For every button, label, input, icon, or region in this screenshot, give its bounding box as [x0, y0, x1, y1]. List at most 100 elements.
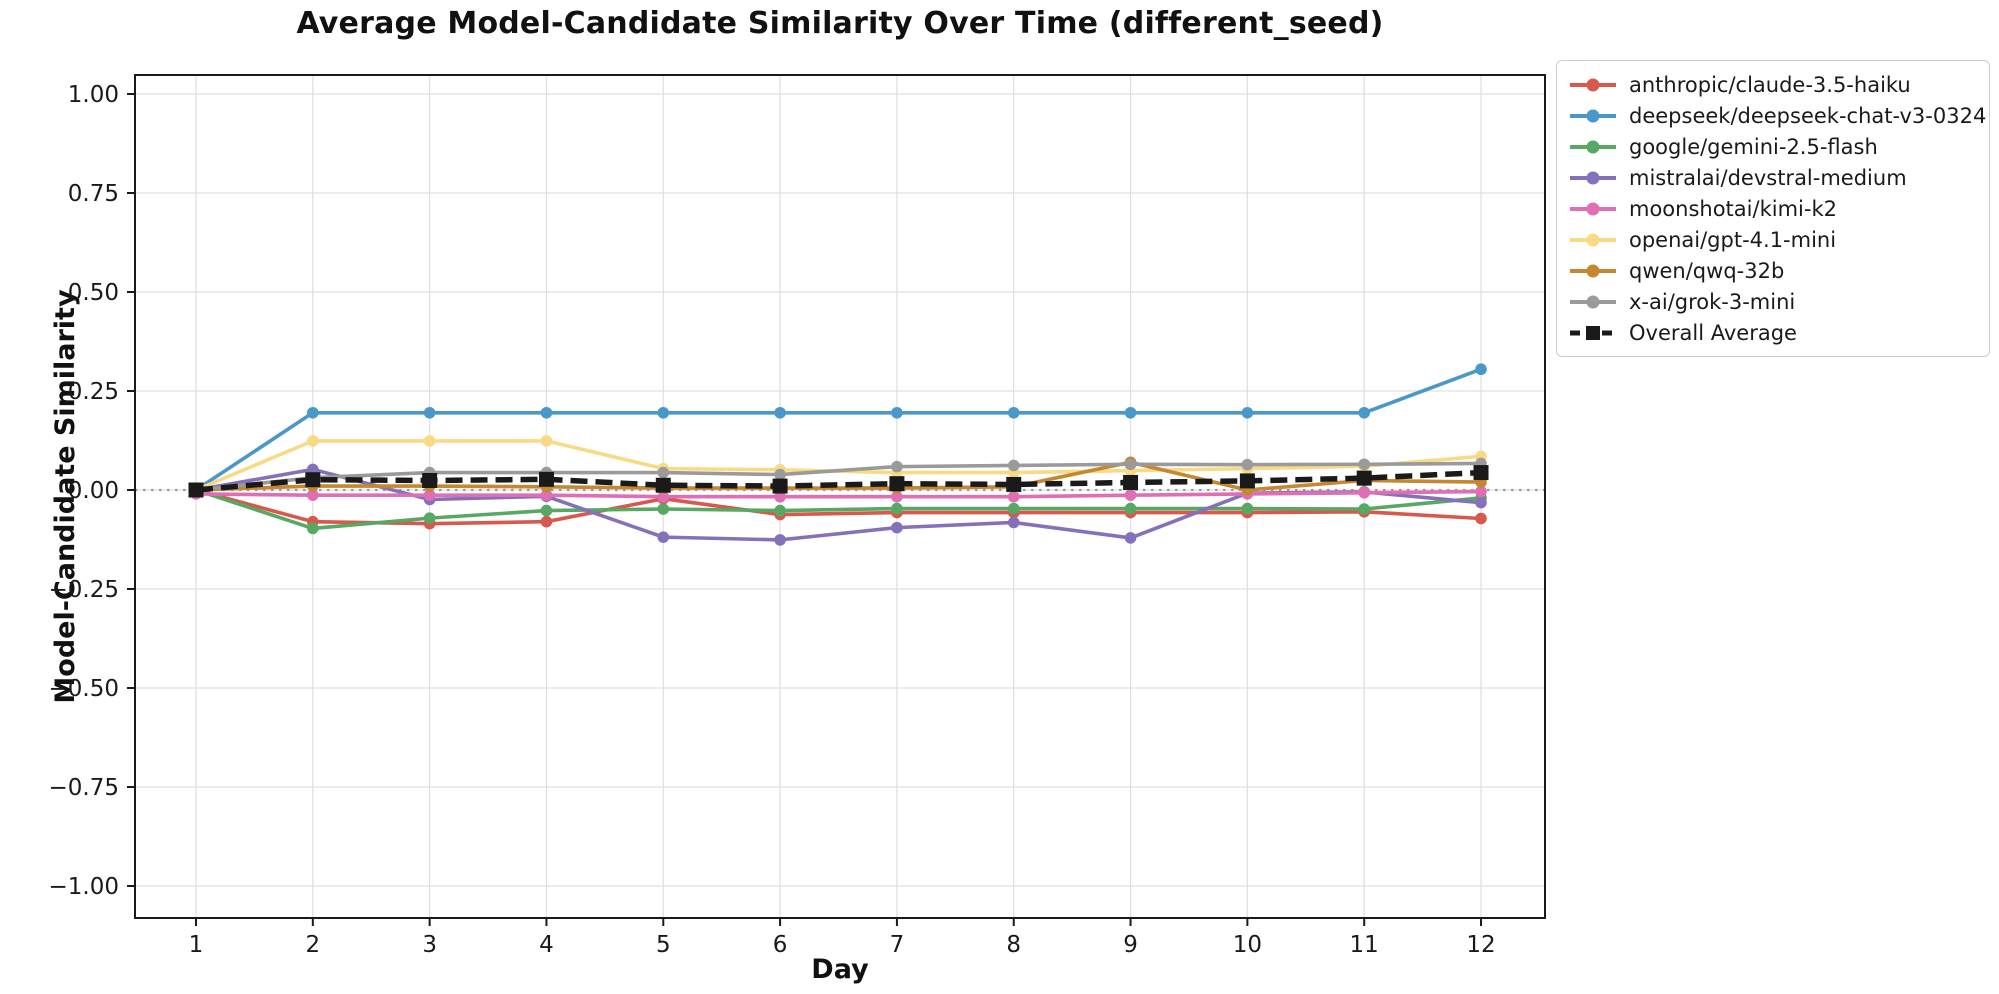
series-marker-moonshotai-kimi-k2-day9 — [1124, 489, 1137, 501]
x-tick-label-11: 11 — [1350, 932, 1379, 958]
series-line-deepseek-deepseek-chat-v3-0324 — [195, 367, 1482, 492]
legend-item-openai-gpt-4.1-mini: openai/gpt-4.1-mini — [1557, 224, 1989, 255]
series-marker-mistralai-devstral-medium-day9 — [1124, 532, 1137, 544]
series-marker-deepseek-deepseek-chat-v3-0324-day7 — [891, 406, 903, 419]
series-line-anthropic-claude-3.5-haiku — [195, 488, 1482, 526]
legend-swatch-x-ai-grok-3-mini — [1570, 295, 1616, 308]
y-tick-label-−1.00: −1.00 — [49, 874, 119, 900]
series-marker-overall-average-day10 — [1239, 473, 1255, 489]
y-tick-label-1.00: 1.00 — [68, 82, 119, 108]
series-marker-deepseek-deepseek-chat-v3-0324-day6 — [774, 406, 786, 419]
legend-swatch-overall-average — [1570, 325, 1616, 340]
legend-item-moonshotai-kimi-k2: moonshotai/kimi-k2 — [1557, 193, 1989, 224]
series-marker-deepseek-deepseek-chat-v3-0324-day8 — [1007, 406, 1020, 419]
series-marker-overall-average-day5 — [655, 477, 671, 493]
series-marker-overall-average-day4 — [538, 471, 554, 487]
series-marker-google-gemini-2.5-flash-day11 — [1358, 503, 1370, 515]
series-marker-overall-average-day8 — [1006, 476, 1022, 492]
y-tick-label-0.25: 0.25 — [68, 379, 119, 405]
legend-label: google/gemini-2.5-flash — [1629, 134, 1878, 159]
legend: anthropic/claude-3.5-haiku deepseek/deeps… — [1556, 60, 1990, 357]
legend-swatch-deepseek-deepseek-chat-v3-0324 — [1570, 109, 1616, 122]
series-marker-overall-average-day2 — [305, 472, 321, 488]
series-marker-openai-gpt-4.1-mini-day2 — [307, 435, 319, 447]
circle-marker-icon — [1586, 171, 1600, 184]
x-tick-label-10: 10 — [1233, 932, 1262, 958]
legend-swatch-qwen-qwq-32b — [1570, 264, 1616, 277]
legend-label: qwen/qwq-32b — [1629, 258, 1785, 283]
series-marker-overall-average-day12 — [1473, 465, 1489, 481]
series-marker-google-gemini-2.5-flash-day7 — [891, 502, 903, 515]
legend-item-qwen-qwq-32b: qwen/qwq-32b — [1557, 255, 1989, 286]
series-marker-google-gemini-2.5-flash-day2 — [307, 522, 319, 535]
series-marker-x-ai-grok-3-mini-day5 — [657, 466, 670, 479]
series-marker-google-gemini-2.5-flash-day5 — [657, 503, 670, 515]
legend-label: mistralai/devstral-medium — [1629, 165, 1907, 190]
series-line-google-gemini-2.5-flash — [195, 488, 1482, 531]
legend-item-mistralai-devstral-medium: mistralai/devstral-medium — [1557, 162, 1989, 193]
series-marker-moonshotai-kimi-k2-day11 — [1358, 486, 1370, 499]
series-marker-overall-average-day3 — [422, 472, 438, 488]
series-marker-anthropic-claude-3.5-haiku-day4 — [540, 515, 553, 528]
series-marker-deepseek-deepseek-chat-v3-0324-day3 — [423, 406, 436, 419]
circle-marker-icon — [1586, 295, 1600, 308]
x-tick-label-2: 2 — [305, 932, 320, 958]
series-marker-mistralai-devstral-medium-day12 — [1475, 496, 1487, 509]
legend-item-deepseek-deepseek-chat-v3-0324: deepseek/deepseek-chat-v3-0324 — [1557, 100, 1989, 131]
series-marker-moonshotai-kimi-k2-day4 — [540, 489, 553, 501]
series-marker-google-gemini-2.5-flash-day10 — [1241, 502, 1254, 515]
legend-swatch-openai-gpt-4.1-mini — [1570, 233, 1616, 246]
plot-border — [134, 74, 1546, 919]
series-marker-openai-gpt-4.1-mini-day4 — [540, 435, 553, 447]
series-marker-moonshotai-kimi-k2-day8 — [1007, 490, 1020, 503]
series-marker-openai-gpt-4.1-mini-day3 — [423, 435, 436, 447]
legend-item-google-gemini-2.5-flash: google/gemini-2.5-flash — [1557, 131, 1989, 162]
legend-label: deepseek/deepseek-chat-v3-0324 — [1629, 103, 1987, 128]
series-marker-google-gemini-2.5-flash-day6 — [774, 504, 786, 517]
series-marker-x-ai-grok-3-mini-day8 — [1007, 459, 1020, 472]
chart-title: Average Model-Candidate Similarity Over … — [296, 6, 1384, 41]
x-tick-label-5: 5 — [656, 932, 671, 958]
series-marker-moonshotai-kimi-k2-day7 — [891, 490, 903, 503]
series-marker-deepseek-deepseek-chat-v3-0324-day10 — [1241, 406, 1254, 419]
series-marker-x-ai-grok-3-mini-day6 — [774, 468, 786, 481]
legend-label: moonshotai/kimi-k2 — [1629, 196, 1837, 221]
circle-marker-icon — [1586, 202, 1600, 215]
series-marker-google-gemini-2.5-flash-day3 — [423, 512, 436, 524]
circle-marker-icon — [1586, 140, 1600, 153]
series-marker-deepseek-deepseek-chat-v3-0324-day5 — [657, 406, 670, 419]
series-marker-moonshotai-kimi-k2-day5 — [657, 490, 670, 503]
series-marker-deepseek-deepseek-chat-v3-0324-day9 — [1124, 406, 1137, 419]
series-line-moonshotai-kimi-k2 — [195, 489, 1482, 499]
legend-label: anthropic/claude-3.5-haiku — [1629, 72, 1911, 97]
x-tick-label-7: 7 — [890, 932, 905, 958]
x-tick-label-3: 3 — [422, 932, 437, 958]
series-marker-google-gemini-2.5-flash-day8 — [1007, 502, 1020, 515]
series-marker-google-gemini-2.5-flash-day9 — [1124, 502, 1137, 515]
series-marker-overall-average-day1 — [188, 482, 204, 498]
series-marker-x-ai-grok-3-mini-day9 — [1124, 458, 1137, 471]
series-marker-x-ai-grok-3-mini-day7 — [891, 460, 903, 473]
y-tick-label-0.50: 0.50 — [68, 280, 119, 306]
series-marker-x-ai-grok-3-mini-day11 — [1358, 458, 1370, 471]
series-marker-overall-average-day11 — [1356, 470, 1372, 486]
x-tick-label-12: 12 — [1466, 932, 1495, 958]
legend-label: openai/gpt-4.1-mini — [1629, 227, 1837, 252]
legend-swatch-google-gemini-2.5-flash — [1570, 140, 1616, 153]
circle-marker-icon — [1586, 78, 1600, 91]
y-tick-label-−0.50: −0.50 — [49, 676, 119, 702]
series-marker-moonshotai-kimi-k2-day12 — [1475, 485, 1487, 498]
legend-item-x-ai-grok-3-mini: x-ai/grok-3-mini — [1557, 286, 1989, 317]
series-marker-overall-average-day6 — [772, 478, 788, 494]
x-tick-label-9: 9 — [1123, 932, 1138, 958]
series-marker-deepseek-deepseek-chat-v3-0324-day2 — [307, 406, 319, 419]
series-marker-mistralai-devstral-medium-day5 — [657, 531, 670, 543]
legend-swatch-mistralai-devstral-medium — [1570, 171, 1616, 184]
legend-item-overall-average: Overall Average — [1557, 317, 1989, 348]
y-tick-label-−0.75: −0.75 — [49, 775, 119, 801]
series-marker-moonshotai-kimi-k2-day6 — [774, 490, 786, 503]
legend-swatch-moonshotai-kimi-k2 — [1570, 202, 1616, 215]
series-marker-mistralai-devstral-medium-day7 — [891, 521, 903, 534]
